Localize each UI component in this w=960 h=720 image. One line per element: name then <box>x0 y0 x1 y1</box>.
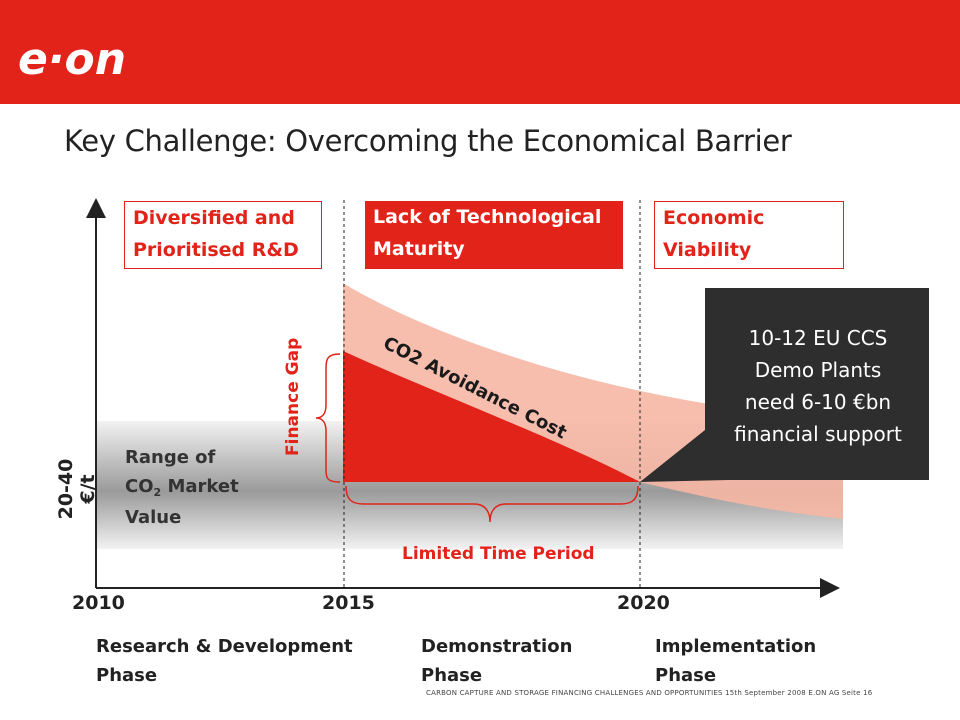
svg-text:e·on: e·on <box>18 36 126 85</box>
limited-time-label: Limited Time Period <box>402 544 595 564</box>
footer-text: CARBON CAPTURE AND STORAGE FINANCING CHA… <box>426 689 873 697</box>
phase-implementation-line1: Implementation <box>655 636 817 657</box>
phase-demonstration: Demonstration Phase <box>421 632 572 690</box>
phase-research-line1: Research & Development <box>96 636 353 657</box>
year-2020: 2020 <box>617 592 670 614</box>
phase-demonstration-line1: Demonstration <box>421 636 573 657</box>
callout-line4: financial support <box>734 422 902 446</box>
year-2015: 2015 <box>322 592 375 614</box>
eon-logo: e·on <box>18 36 126 85</box>
callout-line1: 10-12 EU CCS <box>748 326 888 350</box>
slide-title: Key Challenge: Overcoming the Economical… <box>64 124 792 158</box>
finance-gap-label: Finance Gap <box>283 337 303 456</box>
maturity-box-line1: Lack of Technological <box>373 206 602 228</box>
phase-research-line2: Phase <box>96 665 158 686</box>
rd-box-line1: Diversified and <box>133 207 295 229</box>
header-bar: e·on <box>0 0 960 104</box>
maturity-box-line2: Maturity <box>373 238 465 260</box>
phase-implementation: Implementation Phase <box>655 632 816 690</box>
phase-research: Research & Development Phase <box>96 632 353 690</box>
market-value-label: Range of CO2 Market Value <box>125 443 239 532</box>
year-2010: 2010 <box>72 592 125 614</box>
range-line3: Value <box>125 507 182 528</box>
phase-demonstration-line2: Phase <box>421 665 483 686</box>
phase-implementation-line2: Phase <box>655 665 717 686</box>
rd-box: Diversified and Prioritised R&D <box>124 201 322 269</box>
callout-line2: Demo Plants <box>754 358 882 382</box>
y-axis-label: 20-40 €/t <box>55 458 99 520</box>
callout-box <box>640 288 929 482</box>
viability-box: Economic Viability <box>654 201 844 269</box>
rd-box-line2: Prioritised R&D <box>133 239 299 261</box>
range-line1: Range of <box>125 447 216 468</box>
limited-time-brace <box>345 485 639 523</box>
finance-gap-area <box>343 351 640 482</box>
viability-box-line1: Economic <box>663 207 765 229</box>
maturity-box: Lack of Technological Maturity <box>365 201 623 269</box>
callout-text: 10-12 EU CCS Demo Plants need 6-10 €bn f… <box>706 322 930 450</box>
range-line2: CO2 Market <box>125 476 239 499</box>
finance-gap-brace <box>315 353 341 483</box>
viability-box-line2: Viability <box>663 239 752 261</box>
callout-line3: need 6-10 €bn <box>744 390 892 414</box>
